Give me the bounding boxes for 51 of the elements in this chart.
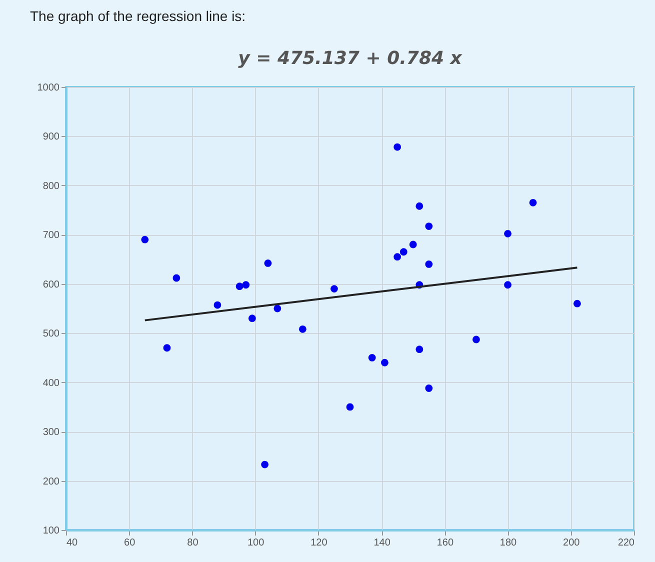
point [425, 384, 433, 392]
x-tick-label: 160 [436, 538, 454, 548]
point [394, 143, 402, 151]
y-tick-label: 700 [42, 230, 60, 242]
x-tick-label: 60 [124, 538, 136, 548]
point [400, 248, 408, 256]
y-tick-label: 200 [42, 476, 60, 488]
point [242, 281, 250, 289]
point [261, 460, 269, 468]
x-tick-label: 220 [618, 538, 635, 548]
point [274, 304, 282, 312]
y-tick-label: 1000 [37, 82, 60, 94]
point [264, 260, 272, 267]
chart-title: The graph of the regression line is: [30, 8, 246, 24]
point [214, 301, 222, 309]
point [298, 325, 306, 333]
point [529, 198, 537, 206]
point [141, 236, 149, 244]
point [425, 222, 433, 230]
x-tick-label: 40 [66, 538, 78, 548]
point [248, 314, 256, 322]
point [425, 260, 433, 268]
y-tick-label: 800 [42, 180, 60, 192]
x-tick-label: 120 [310, 538, 328, 548]
y-tick-label: 100 [42, 526, 60, 536]
point [472, 336, 480, 344]
x-tick-label: 180 [500, 538, 518, 548]
x-tick-label: 200 [563, 538, 580, 548]
x-tick-label: 140 [374, 538, 391, 548]
point [368, 354, 376, 362]
y-tick-label: 400 [42, 378, 60, 389]
y-tick-label: 300 [42, 427, 60, 438]
point [504, 230, 512, 238]
point [573, 300, 581, 308]
point [416, 346, 424, 354]
point [163, 344, 171, 352]
y-tick-label: 900 [42, 132, 60, 143]
point [172, 274, 180, 282]
y-tick-label: 600 [42, 279, 60, 290]
point [381, 358, 388, 366]
point [416, 202, 424, 210]
chart-subtitle: y = 475.137 + 0.784 x [238, 48, 464, 69]
point [409, 240, 417, 248]
point [394, 253, 402, 261]
point [504, 281, 512, 289]
x-tick-label: 80 [187, 538, 199, 548]
point [330, 285, 338, 293]
point [236, 282, 244, 290]
point [346, 403, 354, 411]
x-tick-label: 100 [247, 538, 265, 548]
y-tick-label: 500 [42, 328, 60, 340]
